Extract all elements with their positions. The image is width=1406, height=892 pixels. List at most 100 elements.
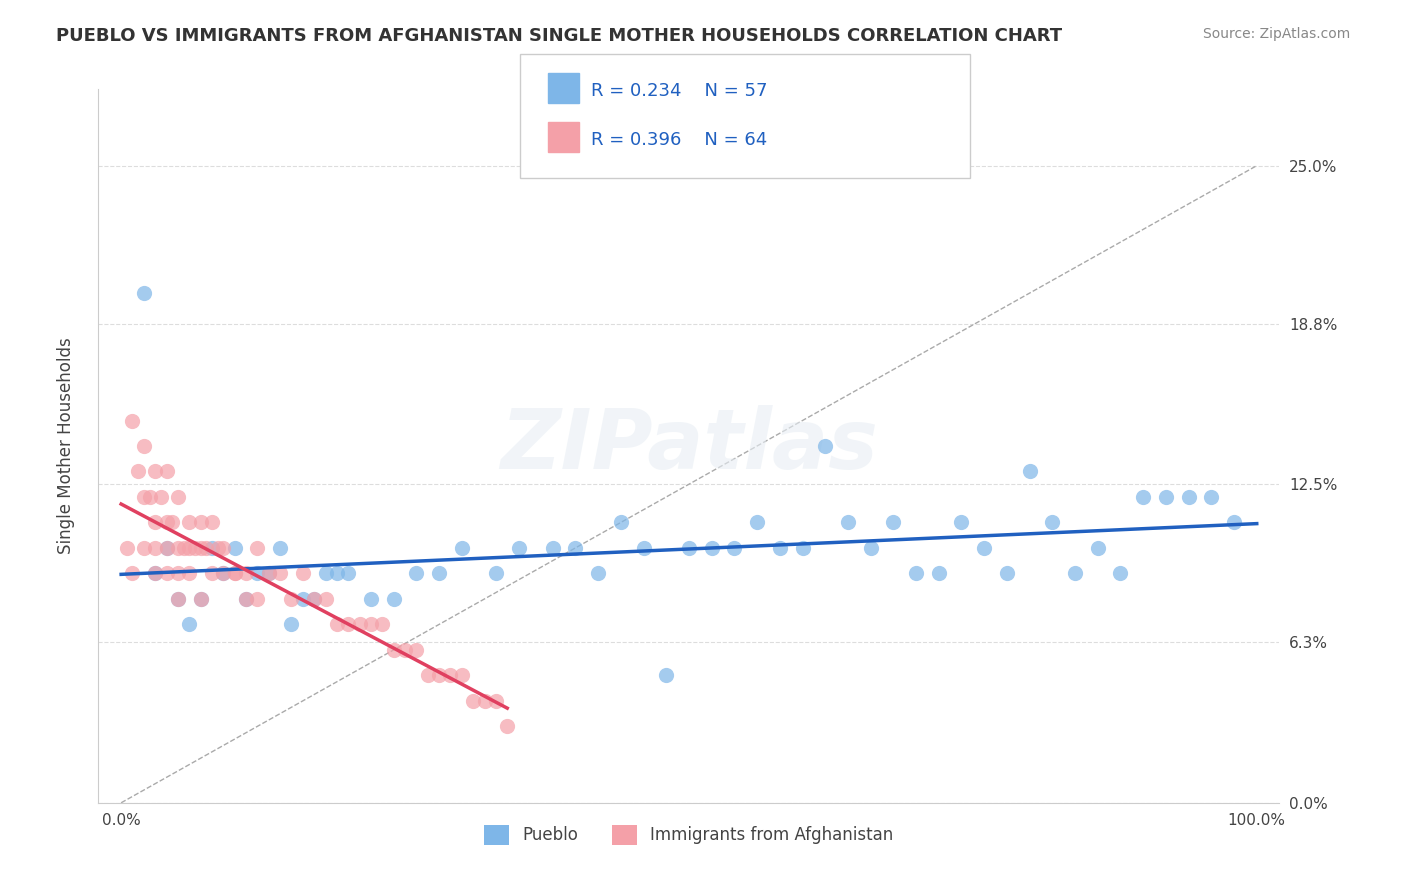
- Immigrants from Afghanistan: [167, 490, 190, 504]
- Immigrants from Afghanistan: [474, 694, 496, 708]
- Text: Source: ZipAtlas.com: Source: ZipAtlas.com: [1202, 27, 1350, 41]
- Pueblo: [633, 541, 655, 555]
- Immigrants from Afghanistan: [138, 490, 160, 504]
- Pueblo: [1109, 566, 1132, 581]
- Immigrants from Afghanistan: [224, 566, 246, 581]
- Pueblo: [246, 566, 269, 581]
- Immigrants from Afghanistan: [212, 541, 235, 555]
- Pueblo: [1018, 465, 1040, 479]
- Immigrants from Afghanistan: [207, 541, 229, 555]
- Immigrants from Afghanistan: [416, 668, 439, 682]
- Immigrants from Afghanistan: [382, 643, 405, 657]
- Immigrants from Afghanistan: [302, 591, 325, 606]
- Pueblo: [745, 516, 768, 530]
- Immigrants from Afghanistan: [235, 566, 257, 581]
- Immigrants from Afghanistan: [155, 465, 177, 479]
- Pueblo: [950, 516, 973, 530]
- Pueblo: [586, 566, 609, 581]
- Immigrants from Afghanistan: [179, 516, 201, 530]
- Pueblo: [723, 541, 745, 555]
- Immigrants from Afghanistan: [184, 541, 207, 555]
- Pueblo: [610, 516, 633, 530]
- Immigrants from Afghanistan: [201, 566, 224, 581]
- Y-axis label: Single Mother Households: Single Mother Households: [56, 338, 75, 554]
- Pueblo: [280, 617, 302, 632]
- Pueblo: [235, 591, 257, 606]
- Pueblo: [427, 566, 450, 581]
- Immigrants from Afghanistan: [360, 617, 382, 632]
- Immigrants from Afghanistan: [427, 668, 450, 682]
- Text: PUEBLO VS IMMIGRANTS FROM AFGHANISTAN SINGLE MOTHER HOUSEHOLDS CORRELATION CHART: PUEBLO VS IMMIGRANTS FROM AFGHANISTAN SI…: [56, 27, 1063, 45]
- Pueblo: [1040, 516, 1063, 530]
- Immigrants from Afghanistan: [155, 566, 177, 581]
- Immigrants from Afghanistan: [291, 566, 314, 581]
- Pueblo: [859, 541, 882, 555]
- Immigrants from Afghanistan: [143, 465, 166, 479]
- Immigrants from Afghanistan: [173, 541, 195, 555]
- Immigrants from Afghanistan: [149, 490, 172, 504]
- Immigrants from Afghanistan: [257, 566, 280, 581]
- Immigrants from Afghanistan: [132, 541, 155, 555]
- Text: R = 0.234    N = 57: R = 0.234 N = 57: [591, 82, 768, 100]
- Pueblo: [190, 591, 212, 606]
- Immigrants from Afghanistan: [496, 719, 519, 733]
- Pueblo: [1154, 490, 1177, 504]
- Immigrants from Afghanistan: [235, 591, 257, 606]
- Pueblo: [508, 541, 530, 555]
- Pueblo: [257, 566, 280, 581]
- Text: ZIPatlas: ZIPatlas: [501, 406, 877, 486]
- Pueblo: [132, 286, 155, 301]
- Immigrants from Afghanistan: [280, 591, 302, 606]
- Pueblo: [302, 591, 325, 606]
- Immigrants from Afghanistan: [143, 566, 166, 581]
- Legend: Pueblo, Immigrants from Afghanistan: Pueblo, Immigrants from Afghanistan: [478, 818, 900, 852]
- Immigrants from Afghanistan: [224, 566, 246, 581]
- Immigrants from Afghanistan: [371, 617, 394, 632]
- Pueblo: [769, 541, 792, 555]
- Pueblo: [212, 566, 235, 581]
- Immigrants from Afghanistan: [155, 516, 177, 530]
- Immigrants from Afghanistan: [405, 643, 427, 657]
- Immigrants from Afghanistan: [179, 566, 201, 581]
- Pueblo: [792, 541, 814, 555]
- Immigrants from Afghanistan: [269, 566, 291, 581]
- Immigrants from Afghanistan: [463, 694, 485, 708]
- Pueblo: [485, 566, 508, 581]
- Pueblo: [450, 541, 472, 555]
- Pueblo: [326, 566, 349, 581]
- Immigrants from Afghanistan: [190, 541, 212, 555]
- Pueblo: [905, 566, 928, 581]
- Pueblo: [201, 541, 224, 555]
- Immigrants from Afghanistan: [394, 643, 416, 657]
- Pueblo: [837, 516, 859, 530]
- Pueblo: [337, 566, 360, 581]
- Pueblo: [1132, 490, 1154, 504]
- Immigrants from Afghanistan: [127, 465, 149, 479]
- Immigrants from Afghanistan: [167, 566, 190, 581]
- Pueblo: [678, 541, 700, 555]
- Immigrants from Afghanistan: [246, 591, 269, 606]
- Pueblo: [1064, 566, 1087, 581]
- Immigrants from Afghanistan: [121, 566, 143, 581]
- Immigrants from Afghanistan: [201, 516, 224, 530]
- Pueblo: [382, 591, 405, 606]
- Pueblo: [1177, 490, 1199, 504]
- Immigrants from Afghanistan: [143, 516, 166, 530]
- Pueblo: [143, 566, 166, 581]
- Pueblo: [291, 591, 314, 606]
- Immigrants from Afghanistan: [246, 541, 269, 555]
- Immigrants from Afghanistan: [190, 516, 212, 530]
- Pueblo: [405, 566, 427, 581]
- Text: R = 0.396    N = 64: R = 0.396 N = 64: [591, 131, 766, 149]
- Immigrants from Afghanistan: [485, 694, 508, 708]
- Immigrants from Afghanistan: [337, 617, 360, 632]
- Pueblo: [269, 541, 291, 555]
- Pueblo: [179, 617, 201, 632]
- Pueblo: [1201, 490, 1223, 504]
- Pueblo: [655, 668, 678, 682]
- Pueblo: [882, 516, 904, 530]
- Pueblo: [167, 591, 190, 606]
- Immigrants from Afghanistan: [212, 566, 235, 581]
- Immigrants from Afghanistan: [450, 668, 472, 682]
- Immigrants from Afghanistan: [162, 516, 183, 530]
